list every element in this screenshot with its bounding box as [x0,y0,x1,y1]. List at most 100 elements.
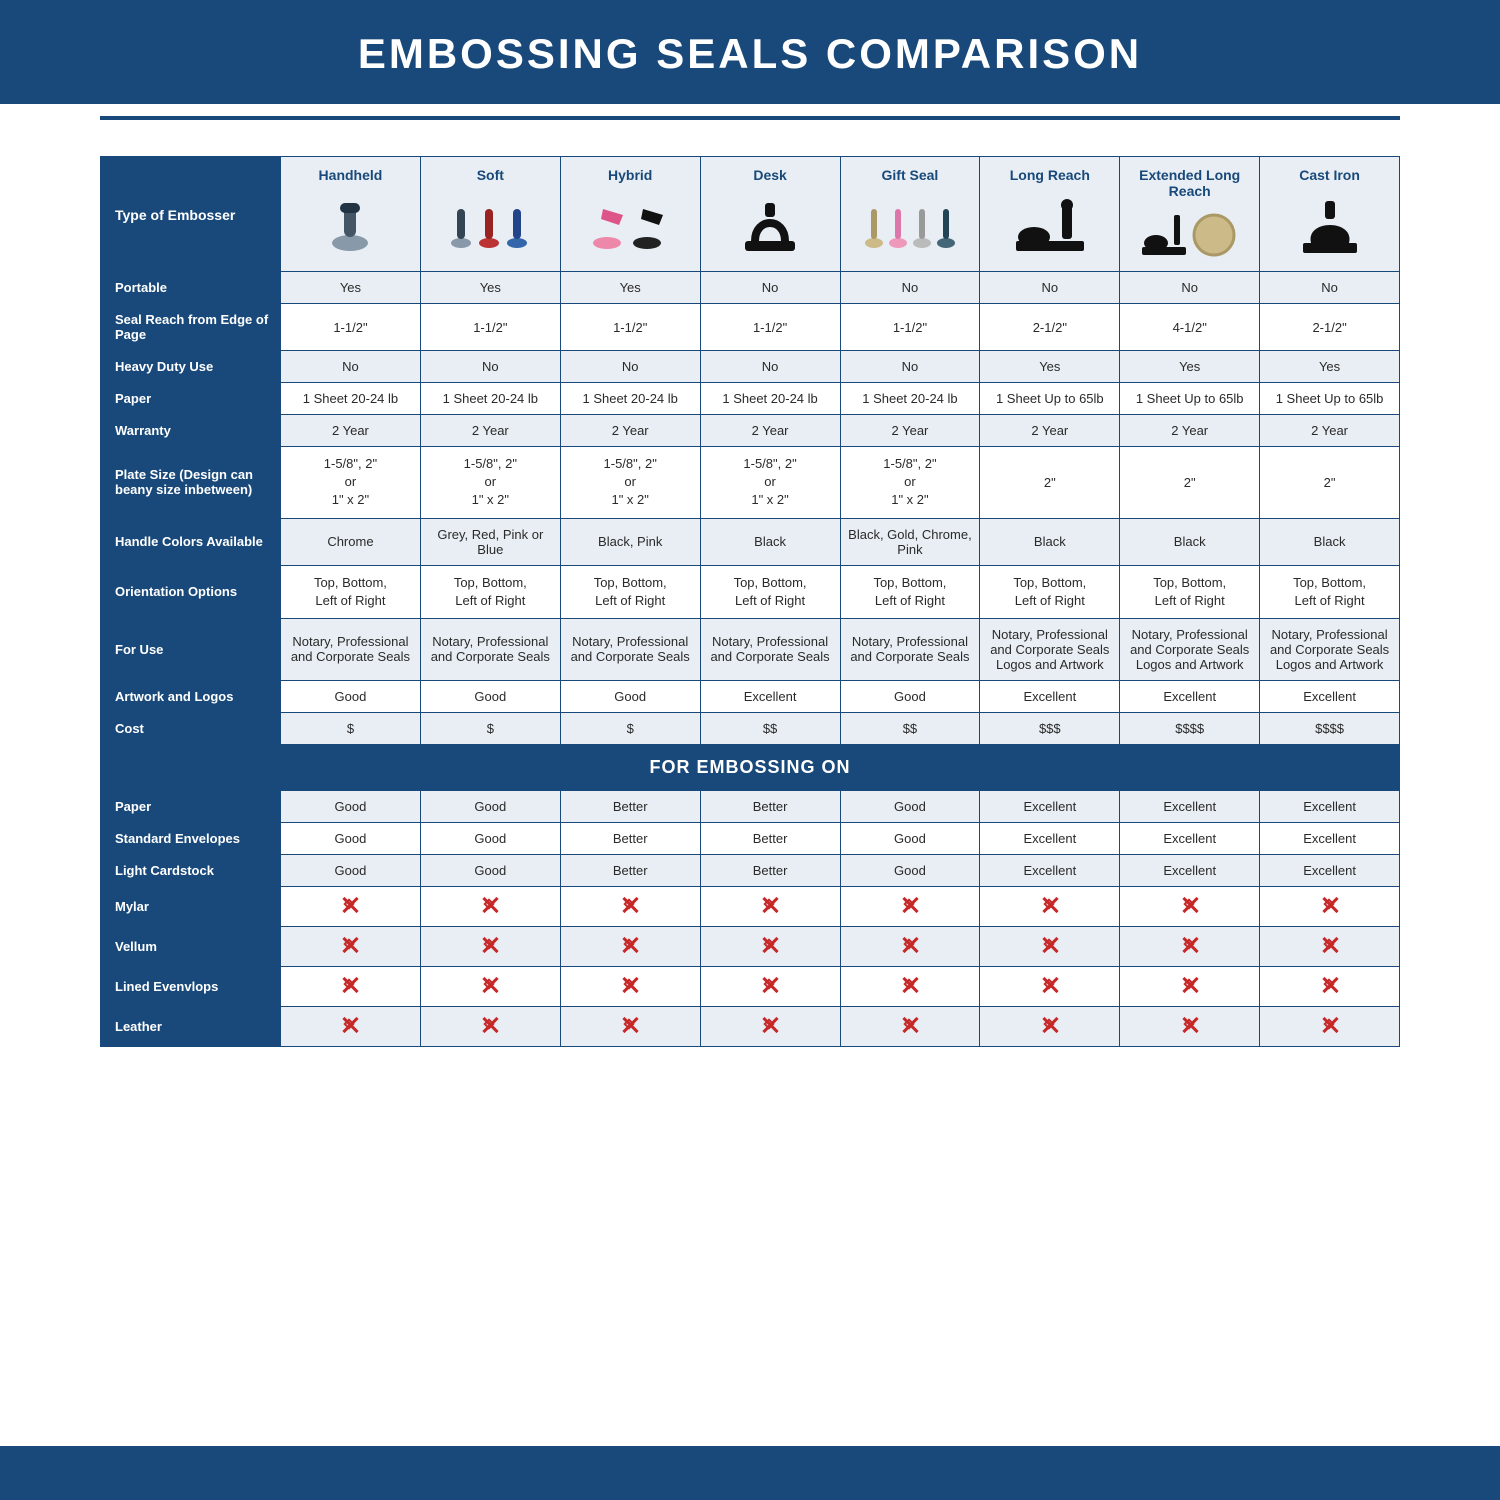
not-supported-icon [760,975,780,995]
row-label: Handle Colors Available [101,518,281,565]
table-cell: 1-1/2" [560,304,700,351]
table-cell: Good [281,680,421,712]
table-cell [1260,926,1400,966]
row-label: Orientation Options [101,565,281,618]
table-cell: No [1260,272,1400,304]
row-label: Paper [101,383,281,415]
table-cell: Better [560,790,700,822]
not-supported-icon [1180,895,1200,915]
table-cell: 2 Year [840,415,980,447]
table-row: Standard EnvelopesGoodGoodBetterBetterGo… [101,822,1400,854]
table-cell: Yes [1120,351,1260,383]
not-supported-icon [340,935,360,955]
not-supported-icon [1180,975,1200,995]
row-label: Vellum [101,926,281,966]
table-cell: Good [420,822,560,854]
col-label: Handheld [319,167,383,183]
not-supported-icon [480,935,500,955]
table-cell: $ [560,712,700,744]
not-supported-icon [620,975,640,995]
footer-bar [0,1446,1500,1500]
extlongreach-icon [1140,207,1240,263]
table-row: Plate Size (Design can beany size inbetw… [101,447,1400,519]
table-cell: No [1120,272,1260,304]
table-cell: Good [420,790,560,822]
table-cell: Excellent [980,854,1120,886]
table-cell: Good [420,854,560,886]
table-cell: No [281,351,421,383]
table-cell: Excellent [1120,680,1260,712]
table-cell: No [700,351,840,383]
not-supported-icon [900,1015,920,1035]
row-label: Paper [101,790,281,822]
row-label: Leather [101,1006,281,1046]
not-supported-icon [1180,1015,1200,1035]
table-cell: Top, Bottom,Left of Right [1260,565,1400,618]
not-supported-icon [620,1015,640,1035]
table-cell [700,966,840,1006]
col-head-extlongreach: Extended Long Reach [1120,157,1260,272]
not-supported-icon [620,935,640,955]
col-head-soft: Soft [420,157,560,272]
row-label: Warranty [101,415,281,447]
table-cell: Good [560,680,700,712]
table-cell: 1 Sheet 20-24 lb [700,383,840,415]
table-cell: 1-1/2" [281,304,421,351]
table-cell: 1-1/2" [420,304,560,351]
table-row: Warranty2 Year2 Year2 Year2 Year2 Year2 … [101,415,1400,447]
header-rowhead: Type of Embosser [101,157,281,272]
castiron-icon [1295,191,1365,263]
table-row: Lined Evenvlops [101,966,1400,1006]
table-cell: 2 Year [281,415,421,447]
table-cell: Excellent [1260,680,1400,712]
table-cell: $ [420,712,560,744]
not-supported-icon [340,895,360,915]
table-cell [980,1006,1120,1046]
table-cell [1120,1006,1260,1046]
not-supported-icon [480,975,500,995]
table-cell: Better [560,854,700,886]
row-label: Seal Reach from Edge of Page [101,304,281,351]
row-label: Artwork and Logos [101,680,281,712]
table-row: PortableYesYesYesNoNoNoNoNo [101,272,1400,304]
row-label: Heavy Duty Use [101,351,281,383]
table-cell: Notary, Professional and Corporate Seals… [1260,618,1400,680]
table-cell: 2 Year [700,415,840,447]
table-cell: 1 Sheet 20-24 lb [281,383,421,415]
table-cell [1120,926,1260,966]
row-label: Plate Size (Design can beany size inbetw… [101,447,281,519]
not-supported-icon [340,1015,360,1035]
table-cell: Good [420,680,560,712]
section-banner: FOR EMBOSSING ON [101,744,1400,790]
table-cell: 2 Year [1260,415,1400,447]
table-cell [840,1006,980,1046]
table-cell [281,886,421,926]
col-label: Extended Long Reach [1126,167,1253,199]
table-cell [1260,886,1400,926]
table-row: Vellum [101,926,1400,966]
table-row: Artwork and LogosGoodGoodGoodExcellentGo… [101,680,1400,712]
not-supported-icon [900,895,920,915]
table-cell: Top, Bottom,Left of Right [281,565,421,618]
table-cell [1260,966,1400,1006]
table-cell [980,886,1120,926]
table-cell: Black [1260,518,1400,565]
table-cell: 1-1/2" [840,304,980,351]
table-cell: 1 Sheet 20-24 lb [560,383,700,415]
table-cell: Notary, Professional and Corporate Seals… [980,618,1120,680]
page-title: EMBOSSING SEALS COMPARISON [0,0,1500,104]
table-cell: 2 Year [560,415,700,447]
not-supported-icon [760,935,780,955]
row-label: Lined Evenvlops [101,966,281,1006]
table-row: Cost$$$$$$$$$$$$$$$$$$ [101,712,1400,744]
table-row: Heavy Duty UseNoNoNoNoNoYesYesYes [101,351,1400,383]
table-cell: Yes [560,272,700,304]
soft-icon [445,191,535,263]
table-cell: 1 Sheet 20-24 lb [420,383,560,415]
table-row: For UseNotary, Professional and Corporat… [101,618,1400,680]
table-cell: Good [840,854,980,886]
table-cell: Top, Bottom,Left of Right [840,565,980,618]
table-cell: Excellent [1120,854,1260,886]
table-cell: 1 Sheet Up to 65lb [1260,383,1400,415]
table-cell: Excellent [1120,790,1260,822]
